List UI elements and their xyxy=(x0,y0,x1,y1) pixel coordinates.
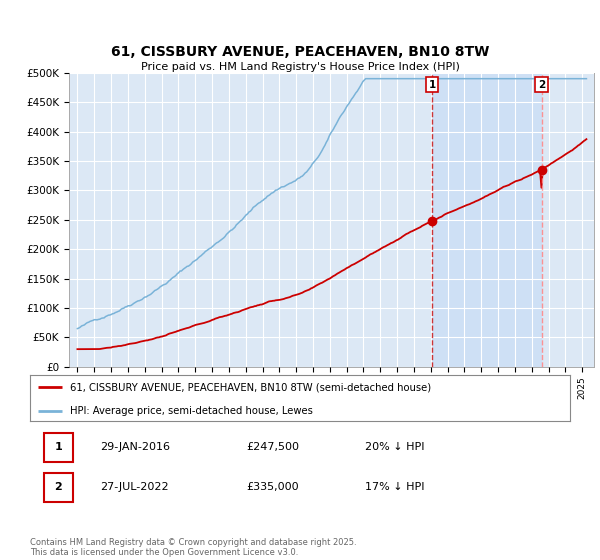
Text: HPI: Average price, semi-detached house, Lewes: HPI: Average price, semi-detached house,… xyxy=(71,406,313,416)
Text: £335,000: £335,000 xyxy=(246,482,299,492)
Text: 17% ↓ HPI: 17% ↓ HPI xyxy=(365,482,424,492)
Text: 61, CISSBURY AVENUE, PEACEHAVEN, BN10 8TW (semi-detached house): 61, CISSBURY AVENUE, PEACEHAVEN, BN10 8T… xyxy=(71,382,431,392)
Text: 1: 1 xyxy=(428,80,436,90)
Text: 2: 2 xyxy=(538,80,545,90)
Text: Price paid vs. HM Land Registry's House Price Index (HPI): Price paid vs. HM Land Registry's House … xyxy=(140,62,460,72)
Text: 29-JAN-2016: 29-JAN-2016 xyxy=(100,442,170,452)
Text: £247,500: £247,500 xyxy=(246,442,299,452)
Text: 61, CISSBURY AVENUE, PEACEHAVEN, BN10 8TW: 61, CISSBURY AVENUE, PEACEHAVEN, BN10 8T… xyxy=(111,45,489,59)
Bar xyxy=(432,73,541,367)
FancyBboxPatch shape xyxy=(44,433,73,461)
Text: 20% ↓ HPI: 20% ↓ HPI xyxy=(365,442,424,452)
FancyBboxPatch shape xyxy=(44,473,73,502)
Text: 27-JUL-2022: 27-JUL-2022 xyxy=(100,482,169,492)
Text: Contains HM Land Registry data © Crown copyright and database right 2025.
This d: Contains HM Land Registry data © Crown c… xyxy=(30,538,356,557)
Text: 1: 1 xyxy=(55,442,62,452)
Text: 2: 2 xyxy=(55,482,62,492)
